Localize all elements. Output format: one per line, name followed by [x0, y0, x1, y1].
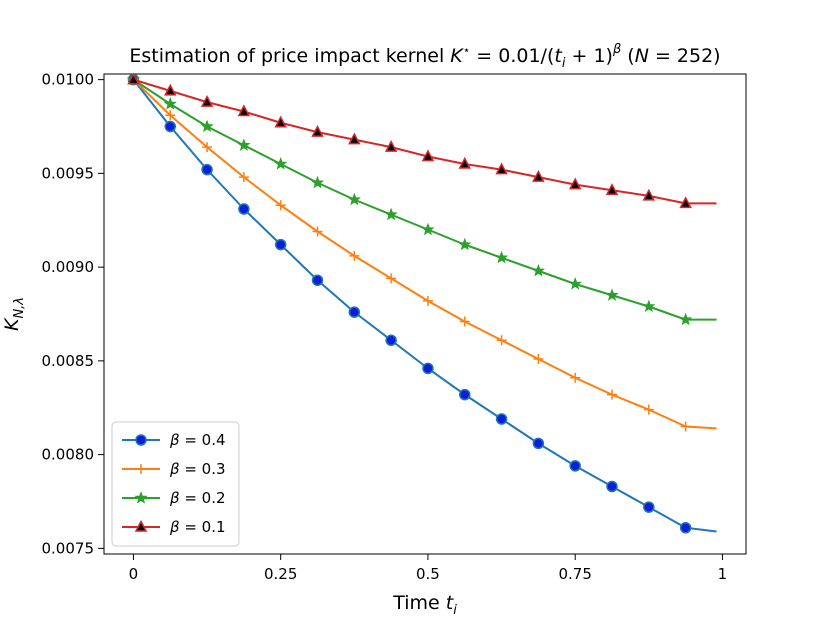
y-tick-label: 0.0100	[42, 71, 95, 89]
legend-label: β = 0.3	[169, 460, 226, 478]
data-point	[458, 237, 472, 251]
data-point	[679, 312, 693, 326]
legend-marker	[135, 434, 147, 446]
data-point	[237, 138, 251, 151]
data-point	[459, 388, 471, 401]
data-point	[495, 162, 508, 175]
data-point	[422, 295, 433, 306]
plot-frame	[103, 73, 747, 555]
data-point	[385, 334, 397, 346]
legend-label: β = 0.4	[169, 431, 226, 449]
y-axis: 0.0075 0.0080 0.0085 0.0090 0.0095 0.0100	[42, 71, 104, 557]
data-point	[311, 125, 324, 137]
x-tick-label: 0.75	[558, 565, 591, 583]
series-line-beta-02	[132, 78, 717, 321]
data-point	[275, 200, 286, 211]
data-point	[310, 175, 325, 189]
y-tick-label: 0.0090	[42, 258, 95, 276]
x-axis-label: Time ti	[392, 592, 457, 618]
y-tick-label: 0.0085	[42, 352, 95, 370]
data-point	[642, 299, 656, 313]
data-point	[458, 156, 471, 169]
data-point	[202, 142, 213, 153]
data-point	[127, 72, 140, 85]
data-point	[569, 460, 581, 472]
data-point	[494, 250, 509, 264]
data-point	[311, 274, 324, 286]
data-point	[164, 83, 177, 96]
data-point	[459, 316, 470, 327]
data-point	[274, 238, 287, 251]
x-tick-label: 1	[718, 565, 728, 583]
data-point	[570, 372, 581, 383]
data-point	[347, 192, 361, 206]
legend-marker	[136, 464, 146, 474]
legend-label: β = 0.2	[169, 489, 226, 507]
legend-label: β = 0.1	[169, 518, 226, 536]
data-point	[642, 188, 656, 201]
data-point	[606, 480, 618, 493]
y-axis-label: KN,λ	[1, 297, 27, 331]
data-point	[163, 97, 177, 110]
data-point	[531, 263, 545, 277]
legend-marker	[134, 491, 148, 504]
data-point	[532, 170, 545, 182]
data-point	[238, 203, 250, 215]
data-point	[165, 110, 176, 121]
data-point	[312, 226, 323, 237]
data-point	[274, 115, 287, 128]
data-point	[200, 119, 214, 133]
legend-marker	[134, 519, 148, 532]
data-point	[568, 277, 582, 290]
y-tick-label: 0.0080	[42, 446, 95, 464]
y-tick-label: 0.0095	[42, 164, 95, 182]
data-point	[533, 354, 544, 364]
data-point	[349, 250, 360, 261]
data-point	[422, 362, 434, 375]
data-point	[495, 413, 508, 425]
data-point	[384, 207, 398, 221]
data-point	[679, 522, 692, 534]
data-point	[680, 421, 691, 432]
series-group	[126, 72, 717, 534]
data-point	[607, 389, 618, 400]
data-point	[238, 172, 249, 183]
chart-title: Estimation of price impact kernel K⋆ = 0…	[129, 42, 720, 71]
data-point	[201, 163, 213, 176]
data-point	[605, 183, 619, 195]
data-point	[496, 335, 507, 346]
data-point	[679, 196, 692, 209]
legend: β = 0.4 β = 0.3 β = 0.2 β = 0.1	[111, 421, 240, 547]
y-tick-label: 0.0075	[42, 539, 95, 557]
legend-box	[111, 421, 240, 547]
data-point	[643, 404, 654, 415]
data-point	[348, 306, 361, 318]
data-point	[386, 273, 397, 284]
data-point	[532, 437, 545, 450]
data-point	[274, 157, 288, 170]
data-point	[384, 140, 398, 152]
data-point	[164, 120, 177, 133]
x-tick-label: 0	[129, 565, 139, 583]
data-point	[348, 132, 361, 145]
data-point	[643, 501, 655, 513]
data-point	[421, 149, 435, 162]
data-point	[568, 177, 582, 190]
x-tick-label: 0.5	[416, 565, 440, 583]
data-point	[421, 222, 435, 236]
data-point	[237, 104, 251, 117]
x-tick-label: 0.25	[264, 565, 297, 583]
x-axis: 0 0.25 0.5 0.75 1	[129, 554, 728, 583]
data-point	[200, 95, 214, 107]
series-line-beta-03	[132, 78, 717, 430]
data-point	[605, 288, 619, 301]
